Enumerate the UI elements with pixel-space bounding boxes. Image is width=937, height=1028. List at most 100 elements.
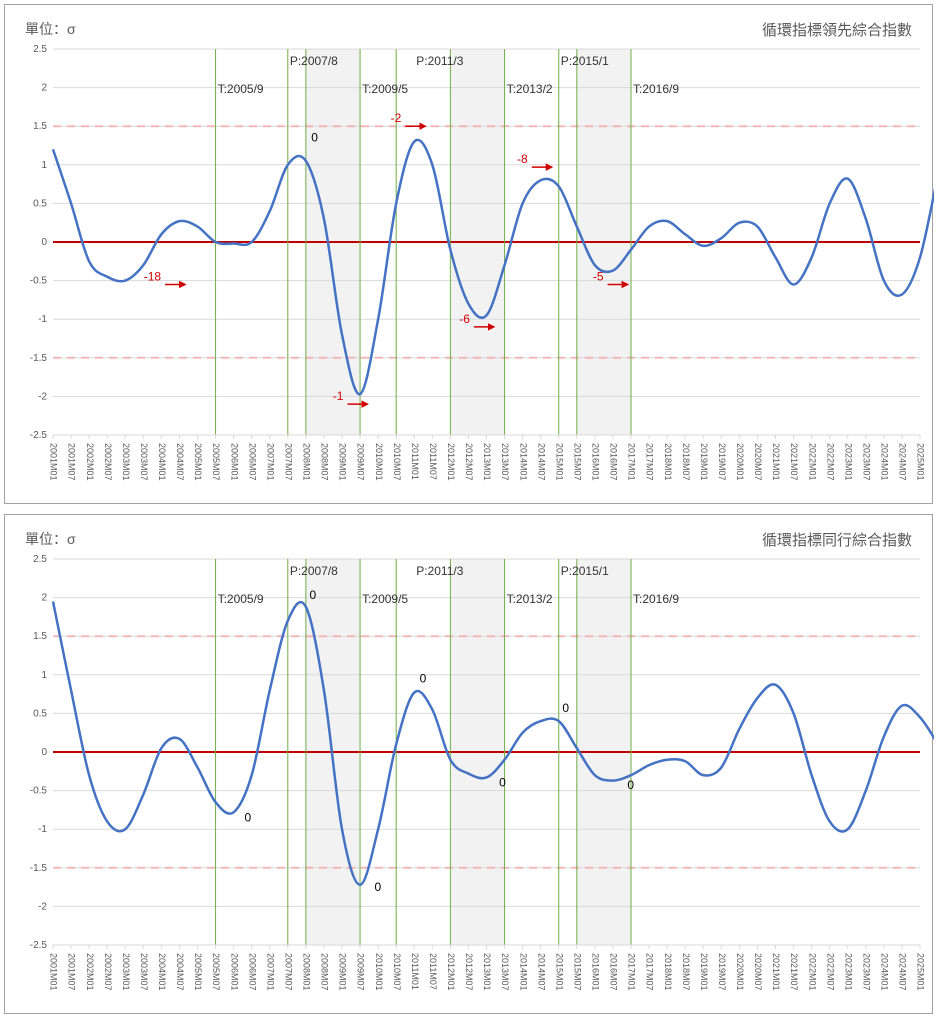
svg-text:-8: -8: [517, 152, 528, 166]
svg-text:2013M07: 2013M07: [500, 953, 510, 991]
svg-text:-5: -5: [593, 269, 604, 283]
svg-text:P:2015/1: P:2015/1: [561, 564, 609, 578]
svg-text:2022M07: 2022M07: [825, 443, 835, 481]
svg-text:2019M01: 2019M01: [699, 953, 709, 991]
svg-text:0: 0: [41, 747, 47, 758]
svg-text:2003M07: 2003M07: [139, 443, 149, 481]
svg-text:T:2005/9: T:2005/9: [218, 592, 264, 606]
svg-text:P:2007/8: P:2007/8: [290, 564, 338, 578]
svg-text:2024M01: 2024M01: [880, 953, 890, 991]
svg-text:2023M01: 2023M01: [843, 443, 853, 481]
svg-text:2010M01: 2010M01: [374, 953, 384, 991]
svg-text:2022M01: 2022M01: [807, 953, 817, 991]
svg-text:2011M01: 2011M01: [410, 443, 420, 480]
svg-text:2007M01: 2007M01: [265, 443, 275, 481]
svg-text:2012M07: 2012M07: [464, 443, 474, 481]
svg-text:0: 0: [627, 778, 634, 792]
svg-text:2021M01: 2021M01: [771, 953, 781, 991]
svg-text:-0.5: -0.5: [30, 276, 48, 287]
svg-text:2015M07: 2015M07: [572, 443, 582, 481]
svg-text:-2: -2: [38, 901, 47, 912]
unit-label: 單位：σ: [25, 19, 76, 39]
svg-text:2009M01: 2009M01: [338, 953, 348, 991]
svg-text:2003M01: 2003M01: [121, 953, 131, 991]
svg-text:2011M07: 2011M07: [428, 953, 438, 990]
svg-text:2003M01: 2003M01: [121, 443, 131, 481]
svg-text:2009M01: 2009M01: [338, 443, 348, 481]
svg-text:2008M07: 2008M07: [320, 953, 330, 991]
svg-text:-2.5: -2.5: [30, 430, 48, 441]
svg-text:-0.5: -0.5: [30, 786, 48, 797]
svg-text:2022M07: 2022M07: [825, 953, 835, 991]
leading-index-chart-panel: 單位：σ 循環指標領先綜合指數 -2.5-2-1.5-1-0.500.511.5…: [4, 4, 933, 504]
svg-text:2007M01: 2007M01: [265, 953, 275, 991]
svg-text:1.5: 1.5: [33, 631, 47, 642]
svg-text:2014M07: 2014M07: [536, 443, 546, 481]
svg-text:0.5: 0.5: [33, 708, 47, 719]
svg-text:2013M07: 2013M07: [500, 443, 510, 481]
svg-text:2014M01: 2014M01: [518, 443, 528, 481]
svg-text:2016M07: 2016M07: [609, 443, 619, 481]
svg-text:2: 2: [41, 83, 47, 94]
svg-text:2002M01: 2002M01: [85, 443, 95, 481]
svg-text:2005M07: 2005M07: [211, 953, 221, 991]
svg-text:T:2016/9: T:2016/9: [633, 592, 679, 606]
svg-text:2008M07: 2008M07: [320, 443, 330, 481]
coincident-index-chart-panel: 單位：σ 循環指標同行綜合指數 -2.5-2-1.5-1-0.500.511.5…: [4, 514, 933, 1014]
svg-text:2017M07: 2017M07: [645, 443, 655, 481]
svg-text:2015M01: 2015M01: [554, 443, 564, 481]
svg-text:2025M01: 2025M01: [916, 443, 926, 481]
svg-text:2002M07: 2002M07: [103, 953, 113, 991]
svg-text:2012M07: 2012M07: [464, 953, 474, 991]
svg-text:2002M07: 2002M07: [103, 443, 113, 481]
svg-text:T:2009/5: T:2009/5: [362, 82, 408, 96]
svg-text:2021M01: 2021M01: [771, 443, 781, 481]
svg-text:2.5: 2.5: [33, 44, 47, 55]
svg-text:2004M01: 2004M01: [157, 953, 167, 991]
svg-text:T:2013/2: T:2013/2: [507, 82, 553, 96]
svg-text:-1: -1: [333, 389, 344, 403]
chart-title: 循環指標同行綜合指數: [762, 529, 912, 550]
svg-text:P:2015/1: P:2015/1: [561, 54, 609, 68]
svg-text:2004M01: 2004M01: [157, 443, 167, 481]
svg-text:2019M07: 2019M07: [717, 443, 727, 481]
coincident-index-chart-svg: -2.5-2-1.5-1-0.500.511.522.5T:2005/9P:20…: [5, 515, 934, 1015]
svg-text:2005M07: 2005M07: [211, 443, 221, 481]
svg-text:2001M01: 2001M01: [49, 953, 59, 991]
svg-text:2017M01: 2017M01: [627, 443, 637, 481]
svg-text:2024M01: 2024M01: [880, 443, 890, 481]
svg-text:2010M07: 2010M07: [392, 953, 402, 991]
svg-text:2020M01: 2020M01: [735, 953, 745, 991]
svg-text:T:2013/2: T:2013/2: [507, 592, 553, 606]
svg-text:-1.5: -1.5: [30, 353, 48, 364]
svg-text:0: 0: [41, 237, 47, 248]
svg-text:-1: -1: [38, 824, 47, 835]
svg-text:2011M01: 2011M01: [410, 953, 420, 990]
chart-title: 循環指標領先綜合指數: [762, 19, 912, 40]
svg-text:2015M01: 2015M01: [554, 953, 564, 991]
svg-text:0.5: 0.5: [33, 198, 47, 209]
svg-text:0: 0: [244, 810, 251, 824]
svg-text:1: 1: [41, 670, 47, 681]
svg-text:2024M07: 2024M07: [898, 953, 908, 991]
svg-text:2001M07: 2001M07: [67, 953, 77, 991]
svg-text:2008M01: 2008M01: [302, 953, 312, 991]
svg-text:-2.5: -2.5: [30, 940, 48, 951]
svg-text:0: 0: [309, 588, 316, 602]
svg-text:2006M07: 2006M07: [247, 443, 257, 481]
svg-text:2012M01: 2012M01: [446, 443, 456, 481]
svg-text:2014M07: 2014M07: [536, 953, 546, 991]
svg-text:2010M01: 2010M01: [374, 443, 384, 481]
svg-text:2009M07: 2009M07: [356, 443, 366, 481]
svg-text:2025M01: 2025M01: [916, 953, 926, 991]
svg-text:2016M01: 2016M01: [591, 953, 601, 991]
svg-text:T:2009/5: T:2009/5: [362, 592, 408, 606]
svg-text:2023M07: 2023M07: [861, 953, 871, 991]
svg-text:1.5: 1.5: [33, 121, 47, 132]
svg-text:2011M07: 2011M07: [428, 443, 438, 480]
svg-text:2002M01: 2002M01: [85, 953, 95, 991]
svg-text:P:2011/3: P:2011/3: [416, 564, 463, 578]
svg-text:2020M07: 2020M07: [753, 953, 763, 991]
svg-text:2007M07: 2007M07: [283, 443, 293, 481]
svg-text:2021M07: 2021M07: [789, 443, 799, 481]
